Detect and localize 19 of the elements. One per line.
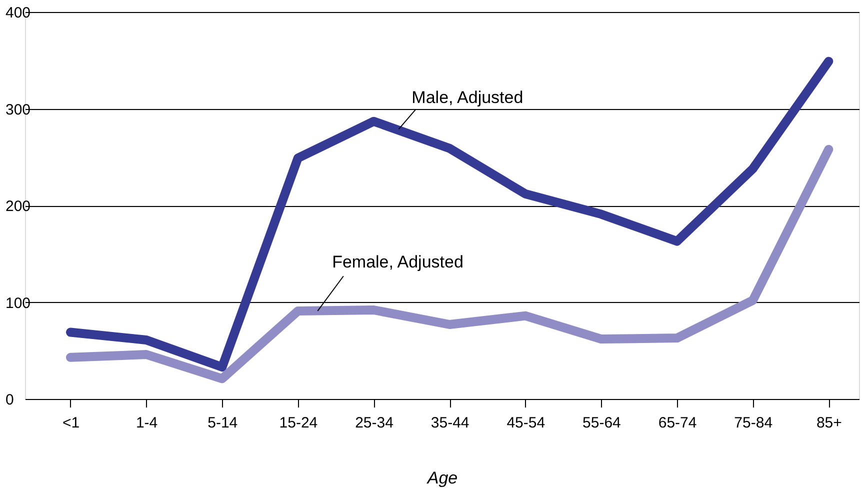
y-tick-label: 200 [6, 198, 31, 215]
x-tick-label: 85+ [816, 414, 842, 432]
x-tick-label: 25-34 [355, 414, 394, 432]
y-tick-label: 400 [6, 4, 31, 22]
text: Female, Adjusted [332, 252, 464, 272]
x-tick-label: 1-4 [136, 414, 158, 432]
y-tick-label: 0 [6, 392, 14, 408]
x-tick-label: 75-84 [734, 414, 773, 432]
x-tick-label: 65-74 [658, 414, 697, 432]
x-tick-label: 35-44 [430, 414, 470, 432]
x-axis-title: Age [426, 468, 458, 488]
y-tick-label: 300 [6, 101, 31, 118]
x-tick-label: 5-14 [208, 414, 238, 432]
x-tick-label: 55-64 [582, 414, 621, 432]
x-tick-label: 15-24 [279, 414, 318, 432]
y-tick-label: 100 [6, 294, 31, 312]
x-tick-label: 45-54 [506, 414, 546, 432]
series-label: Male, Adjusted [412, 88, 524, 108]
x-tick-label: <1 [62, 414, 80, 432]
